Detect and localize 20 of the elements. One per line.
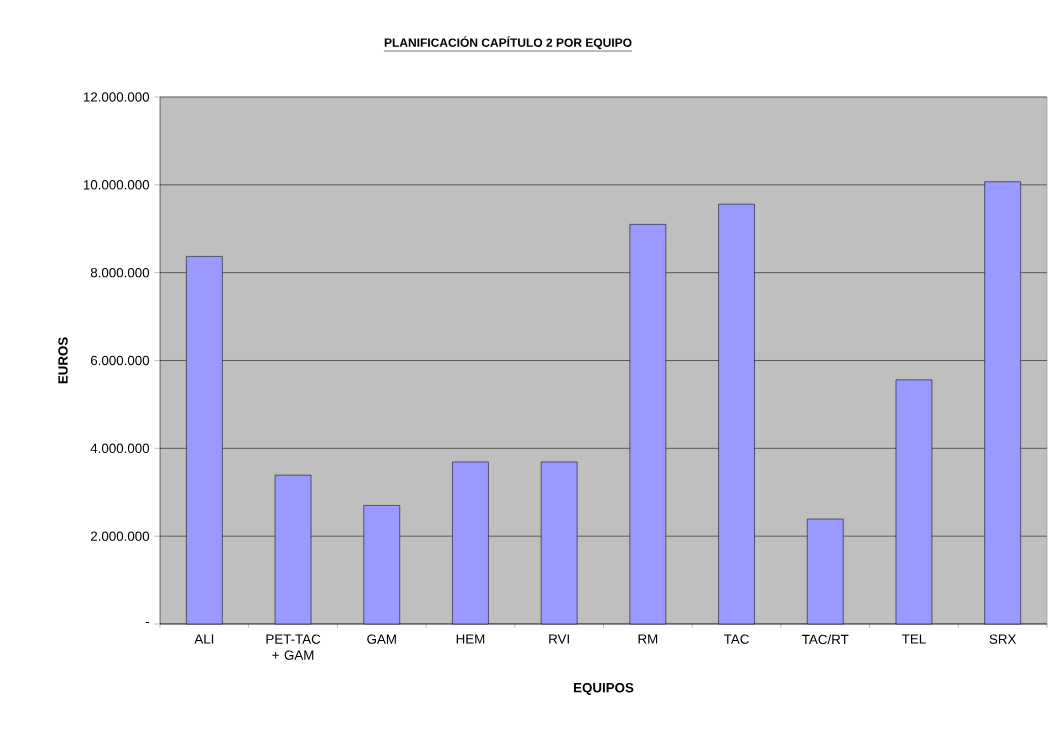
x-tick-label: RVI: [549, 634, 569, 644]
x-tick-label: RM: [638, 634, 658, 644]
x-tick-label: ALI: [194, 634, 214, 644]
y-tick-label: 12.000.000: [83, 92, 150, 102]
y-tick-label: 4.000.000: [90, 443, 150, 454]
x-tick-label: PET-TAC + GAM: [266, 634, 321, 660]
x-tick-label: HEM: [456, 634, 485, 644]
x-tick-label: TEL: [902, 634, 926, 644]
y-tick-label: -: [145, 621, 150, 623]
y-tick-label: 6.000.000: [90, 355, 150, 366]
x-tick-label: GAM: [367, 634, 396, 644]
y-tick-label: 8.000.000: [90, 267, 150, 278]
x-tick-label: SRX: [989, 634, 1017, 644]
chart-title: PLANIFICACIÓN CAPÍTULO 2 POR EQUIPO: [384, 36, 632, 50]
x-tick-label: TAC/RT: [802, 634, 849, 645]
x-axis-title: EQUIPOS: [574, 682, 634, 695]
x-tick-label: TAC: [724, 634, 749, 644]
y-tick-label: 10.000.000: [83, 180, 150, 190]
y-tick-label: 2.000.000: [90, 531, 150, 541]
y-axis-title: EUROS: [58, 337, 68, 384]
